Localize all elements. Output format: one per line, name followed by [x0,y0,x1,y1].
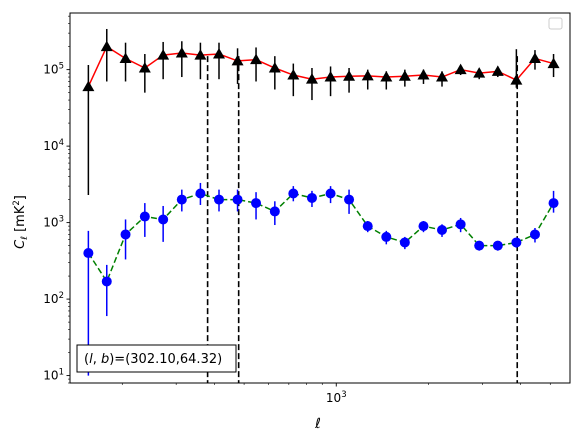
series-0-point-15 [361,69,374,81]
series-1-point-15 [362,221,373,232]
series-0-point-22 [491,65,504,76]
series-0-point-1 [100,40,113,52]
series-0-point-11 [287,69,300,80]
series-0-point-2 [119,52,132,63]
series-0-point-14 [343,70,356,81]
series-0-point-17 [398,70,411,81]
annotation-box [76,344,237,373]
plot-layer [82,28,560,383]
series-0-point-6 [194,49,207,60]
annotation: (l, b)=(302.10,64.32) [76,344,237,373]
series-1-point-12 [306,192,317,203]
series-0-point-24 [528,52,541,63]
series-0-point-18 [417,69,430,80]
series-0-point-0 [82,80,95,92]
x-axis-label: ℓ [314,416,321,432]
series-1-point-23 [511,237,522,248]
series-0-point-10 [268,62,281,73]
series-1-point-5 [176,194,187,205]
series-0-point-16 [380,71,393,82]
series-1-point-17 [399,237,410,248]
series-1-point-14 [344,194,355,205]
y-tick-label-2: 103 [43,215,64,230]
series-1-point-8 [232,194,243,205]
series-1-point-20 [455,219,466,230]
series-1 [83,182,559,376]
series-0-point-25 [547,57,560,69]
series-1-point-10 [269,206,280,217]
series-1-point-18 [418,221,429,232]
series-1-point-21 [474,240,485,251]
y-tick-label-4: 105 [43,62,64,77]
series-0-point-13 [324,71,337,82]
series-0-point-5 [175,46,188,58]
series-0-point-12 [305,73,318,84]
series-1-point-9 [251,198,262,209]
y-tick-label-0: 101 [43,368,64,383]
series-1-point-16 [381,231,392,242]
series-1-point-7 [214,194,225,205]
series-0-point-19 [436,71,449,82]
series-1-point-24 [529,229,540,240]
series-1-point-6 [195,188,206,199]
series-1-point-11 [288,188,299,199]
series-0-point-20 [454,63,467,75]
annotation-text: (l, b)=(302.10,64.32) [84,352,222,367]
y-tick-label-3: 104 [43,138,64,153]
series-1-point-22 [492,240,503,251]
series-0-point-4 [157,49,170,60]
series-0 [82,28,560,195]
series-0-point-3 [138,62,151,73]
y-axis-label: Cℓ [mK2] [12,195,30,249]
series-0-point-23 [510,74,523,85]
series-1-point-4 [158,214,169,225]
axes-layer: 101 102 103 104 105 103 [43,12,571,405]
series-0-point-21 [473,67,486,78]
series-1-point-1 [101,276,112,287]
legend-box [548,17,563,30]
series-1-point-2 [120,229,131,240]
series-0-point-8 [231,54,244,66]
series-1-point-3 [139,211,150,222]
plot-frame [69,12,571,384]
series-1-point-25 [548,198,559,209]
series-0-point-7 [213,48,226,59]
series-0-point-9 [250,53,263,65]
plot-area [82,28,560,383]
series-1-point-13 [325,188,336,199]
series-1-point-19 [437,225,448,236]
y-tick-label-1: 102 [43,291,64,306]
series-1-point-0 [83,248,94,259]
x-tick-label-0: 103 [326,390,347,405]
